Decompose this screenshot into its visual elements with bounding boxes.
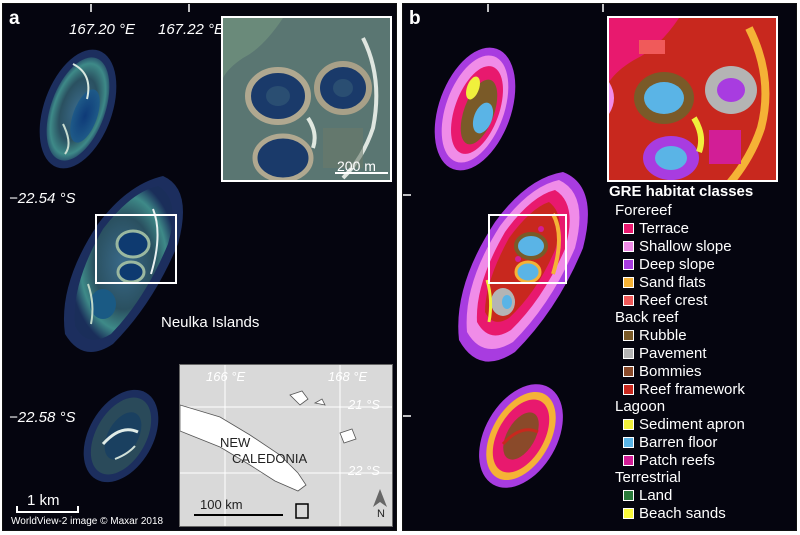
habitat-map [403, 4, 604, 488]
longitude-label: 167.22 °E [158, 21, 225, 38]
legend-item: Shallow slope [623, 237, 799, 255]
legend-group-lagoon: Lagoon [615, 398, 666, 415]
legend-item: Sand flats [623, 273, 799, 291]
locator-map: 166 °E 168 °E 21 °S 22 °S NEW CALEDONIA … [179, 364, 393, 527]
north-island [39, 49, 117, 169]
image-credit: WorldView-2 image © Maxar 2018 [11, 516, 164, 527]
place-name: Neulka Islands [161, 314, 260, 331]
locator-lat-label: 22 °S [348, 463, 380, 478]
legend-label: Shallow slope [639, 237, 732, 255]
scale-bar-label: 1 km [27, 492, 60, 509]
zoom-region-box [488, 214, 567, 284]
legend-swatch [623, 258, 634, 270]
legend-item: Rubble [623, 326, 799, 344]
legend-item: Patch reefs [623, 451, 799, 469]
panel-label-a: a [9, 8, 20, 29]
legend-label: Deep slope [639, 255, 715, 273]
legend-label: Barren floor [639, 433, 718, 451]
latitude-label: −22.58 °S [9, 409, 76, 426]
legend-swatch [623, 365, 634, 377]
satellite-panel: a 167.20 °E 167.22 °E −22.54 °S −22.58 °… [2, 3, 397, 531]
legend-item: Reef crest [623, 291, 799, 309]
legend-label: Pavement [639, 344, 707, 362]
legend-label: Land [639, 486, 673, 504]
legend-title: GRE habitat classes [609, 183, 754, 200]
legend-swatch [623, 489, 634, 501]
legend-swatch [623, 329, 634, 341]
legend-item: Sediment apron [623, 415, 799, 433]
satellite-image [16, 4, 190, 513]
locator-lat-label: 21 °S [348, 397, 380, 412]
north-arrow-label: N [377, 508, 385, 520]
legend-swatch [623, 383, 634, 395]
legend-item: Barren floor [623, 433, 799, 451]
habitat-legend: GRE habitat classes Forereef Terrace Sha… [609, 183, 799, 522]
legend-item: Land [623, 486, 799, 504]
legend-group-back-reef: Back reef [615, 309, 679, 326]
zoom-inset-b [607, 16, 778, 182]
longitude-label: 167.20 °E [69, 21, 136, 38]
zoom-inset-classification [609, 18, 776, 180]
legend-swatch [623, 454, 634, 466]
country-label: CALEDONIA [232, 451, 308, 466]
legend-swatch [623, 436, 634, 448]
legend-group-forereef: Forereef [615, 202, 672, 219]
legend-swatch [623, 276, 634, 288]
zoom-inset-a: 200 m [221, 16, 392, 182]
panel-label-b: b [409, 8, 421, 29]
latitude-label: −22.54 °S [9, 190, 76, 207]
habitat-panel: b [402, 3, 797, 531]
zoom-inset-image [223, 18, 390, 180]
legend-item: Bommies [623, 362, 799, 380]
legend-group-terrestrial: Terrestrial [615, 469, 681, 486]
legend-swatch [623, 418, 634, 430]
legend-item: Pavement [623, 344, 799, 362]
legend-item: Deep slope [623, 255, 799, 273]
locator-scale-label: 100 km [200, 497, 243, 512]
middle-island-habitat [458, 172, 588, 362]
locator-lon-label: 166 °E [206, 369, 246, 384]
legend-swatch [623, 222, 634, 234]
legend-swatch [623, 240, 634, 252]
south-island-habitat [479, 384, 563, 488]
south-island [83, 389, 159, 483]
legend-label: Sediment apron [639, 415, 745, 433]
legend-swatch [623, 347, 634, 359]
legend-label: Reef framework [639, 380, 745, 398]
scale-bar-a [16, 506, 79, 513]
legend-item: Reef framework [623, 380, 799, 398]
legend-swatch [623, 507, 634, 519]
legend-label: Rubble [639, 326, 687, 344]
legend-label: Sand flats [639, 273, 706, 291]
legend-label: Bommies [639, 362, 702, 380]
zoom-region-box [95, 214, 177, 284]
middle-island [63, 176, 184, 352]
locator-map-image [180, 365, 392, 526]
legend-label: Terrace [639, 219, 690, 237]
north-island-habitat [434, 47, 516, 171]
legend-item: Terrace [623, 219, 799, 237]
inset-scale-label: 200 m [337, 158, 376, 174]
legend-label: Patch reefs [639, 451, 715, 469]
country-label: NEW [220, 435, 251, 450]
legend-item: Beach sands [623, 504, 799, 522]
legend-label: Beach sands [639, 504, 726, 522]
legend-label: Reef crest [639, 291, 708, 309]
locator-lon-label: 168 °E [328, 369, 368, 384]
legend-swatch [623, 294, 634, 306]
